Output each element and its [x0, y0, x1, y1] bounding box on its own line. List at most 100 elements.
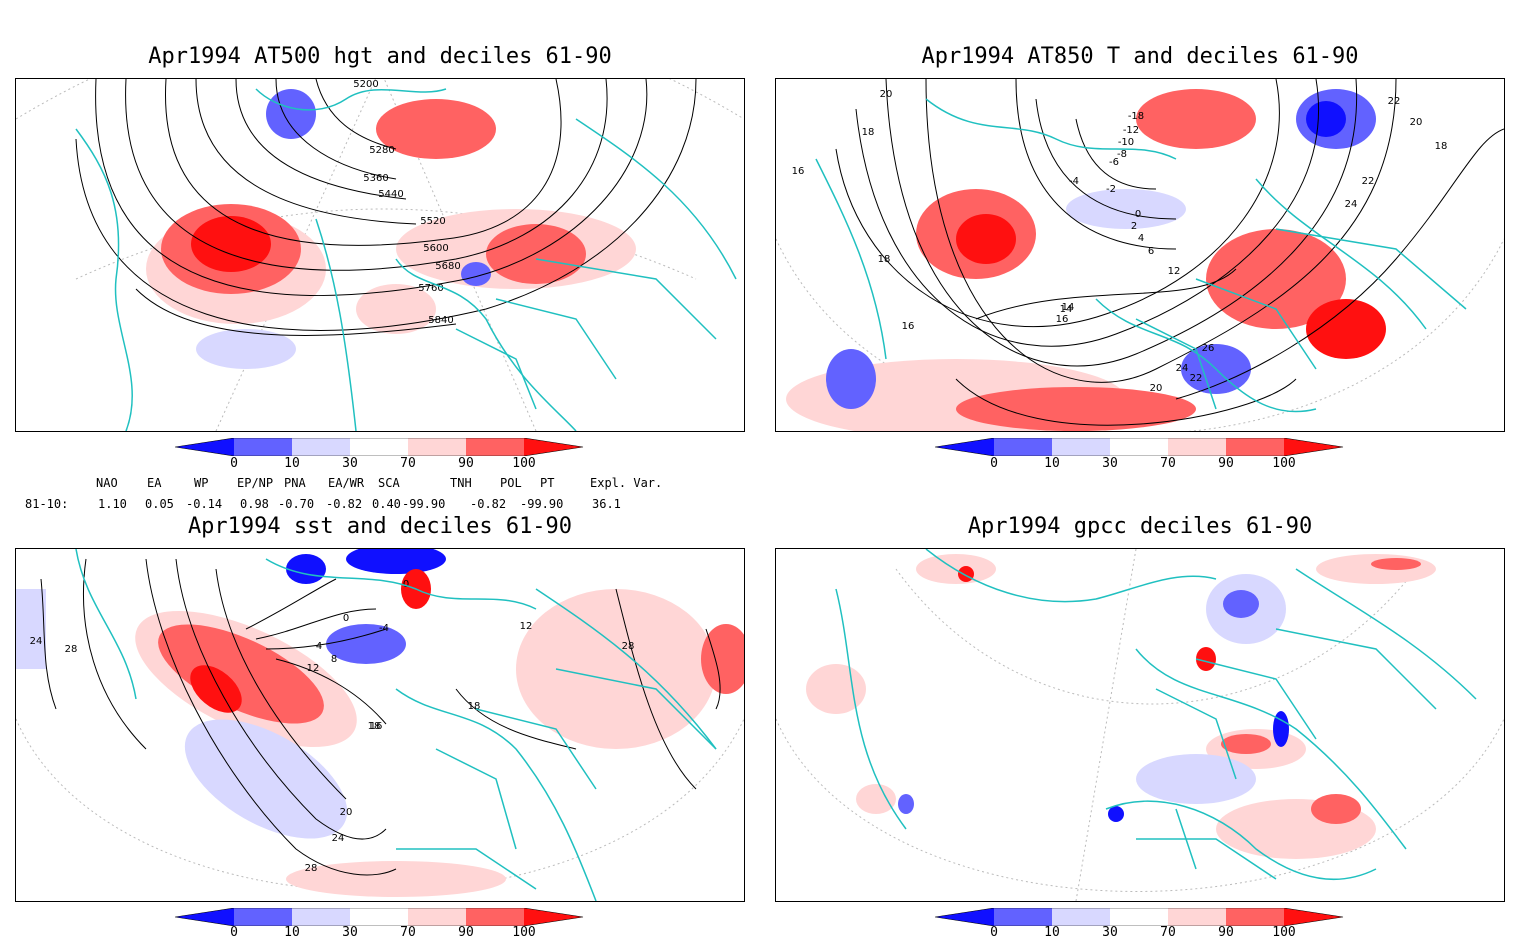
colorbar-tick: 90: [1218, 456, 1234, 471]
panel4-title: Apr1994 gpcc deciles 61-90: [967, 514, 1313, 539]
hemisphere-edge: [776, 718, 1504, 892]
contour-line: [1035, 98, 1177, 220]
contour-label: 16: [370, 721, 383, 732]
contour-label: 12: [1168, 266, 1181, 277]
colorbar-tick: 70: [1160, 456, 1176, 471]
index-header: PT: [540, 476, 555, 490]
colorbar-segment: [524, 438, 583, 456]
contour-line: [315, 79, 397, 150]
coastline: [1095, 298, 1317, 413]
contour-label: 18: [1435, 141, 1448, 152]
colorbar-segment: [466, 438, 524, 456]
colorbar-segment: [1110, 908, 1168, 926]
panel2-svg: 20 18 16 18 16 14 12 -4 -2 0 2 4 6 22 24…: [776, 79, 1504, 431]
contour-label: -2: [1106, 184, 1116, 195]
contour-label: -10: [1118, 137, 1134, 148]
contour-line: [955, 378, 1297, 426]
index-header: Expl. Var.: [590, 476, 663, 490]
contour-label: 0: [343, 613, 349, 624]
colorbar-svg: [174, 437, 584, 457]
contour-line: [235, 79, 407, 200]
colorbar-segment: [292, 908, 350, 926]
precip-positive: [1311, 794, 1361, 824]
colorbar-tick: 10: [284, 925, 300, 940]
contour-line: [615, 588, 697, 790]
contour-label: 16: [902, 321, 915, 332]
contour-label: 5280: [369, 145, 394, 156]
contour-line: [275, 658, 387, 725]
precip-positive: [916, 554, 996, 584]
grid-line: [383, 79, 537, 431]
contour-label: 5600: [423, 243, 448, 254]
anomaly-negative: [266, 89, 316, 139]
panel4-map: [775, 548, 1505, 902]
border: [1136, 628, 1437, 880]
anomaly-negative: [826, 349, 876, 409]
contour-label: 16: [792, 166, 805, 177]
contour-label: 20: [880, 89, 893, 100]
contour-line: [255, 608, 377, 640]
coastline: [75, 549, 137, 700]
contour-line: [855, 79, 1319, 347]
index-header: WP: [194, 476, 209, 490]
index-value: 1.10: [98, 497, 127, 511]
contour-label: 12: [520, 621, 533, 632]
contour-label: 5520: [420, 216, 445, 227]
anomaly-negative: [461, 262, 491, 286]
contour-line: [245, 578, 337, 630]
colorbar-svg: [934, 437, 1344, 457]
contour-line: [145, 558, 397, 876]
anomaly-negative: [286, 554, 326, 584]
contour-line: [1015, 79, 1177, 250]
colorbar-svg: [934, 907, 1344, 927]
contour-label: 5760: [418, 283, 443, 294]
contour-label: 24: [332, 833, 345, 844]
contour-line: [1075, 118, 1157, 190]
coastline: [395, 688, 597, 901]
colorbar-tick: 30: [342, 925, 358, 940]
anomaly-positive: [956, 387, 1196, 431]
contour-label: 26: [1202, 343, 1215, 354]
contour-label: -12: [1123, 125, 1139, 136]
contour-label: 18: [368, 721, 381, 732]
precip-negative: [1273, 711, 1289, 747]
contour-label: 4: [316, 641, 322, 652]
contour-line: [75, 79, 697, 331]
colorbar-segment: [935, 438, 994, 456]
colorbar-tick: 0: [230, 456, 238, 471]
colorbar-segment: [994, 908, 1052, 926]
precip-positive: [856, 784, 896, 814]
coastline: [835, 588, 907, 830]
precip-negative: [1136, 754, 1256, 804]
contour-label: 28: [65, 644, 78, 655]
index-value: -0.14: [186, 497, 223, 511]
anomaly-positive: [956, 214, 1016, 264]
colorbar-segment: [1226, 438, 1284, 456]
index-header: EA/WR: [328, 476, 365, 490]
colorbar-segment: [408, 908, 466, 926]
colorbar-segment: [234, 908, 292, 926]
panel4-colorbar: 0 10 30 70 90 100: [934, 907, 1345, 940]
colorbar-segment: [350, 438, 408, 456]
colorbar-segment: [350, 908, 408, 926]
anomaly-positive: [356, 284, 436, 334]
contour-label: -6: [1109, 157, 1119, 168]
contour-label: 6: [1148, 246, 1154, 257]
coastline: [1105, 800, 1377, 881]
anomaly-positive: [1206, 229, 1346, 329]
contour-label: -8: [1117, 149, 1127, 160]
anomaly-negative: [326, 624, 406, 664]
coastline: [925, 98, 1177, 160]
coastline: [395, 258, 577, 431]
colorbar-tick: 10: [284, 456, 300, 471]
coastline: [1255, 178, 1427, 330]
colorbar-segment: [1052, 438, 1110, 456]
precip-positive: [1196, 647, 1216, 671]
contour-line: [975, 268, 1237, 320]
colorbar-segment: [1284, 908, 1343, 926]
index-header: POL: [500, 476, 522, 490]
border: [396, 668, 717, 890]
colorbar-tick: 100: [512, 456, 536, 471]
contour-line: [455, 688, 577, 750]
index-value: -0.82: [326, 497, 363, 511]
